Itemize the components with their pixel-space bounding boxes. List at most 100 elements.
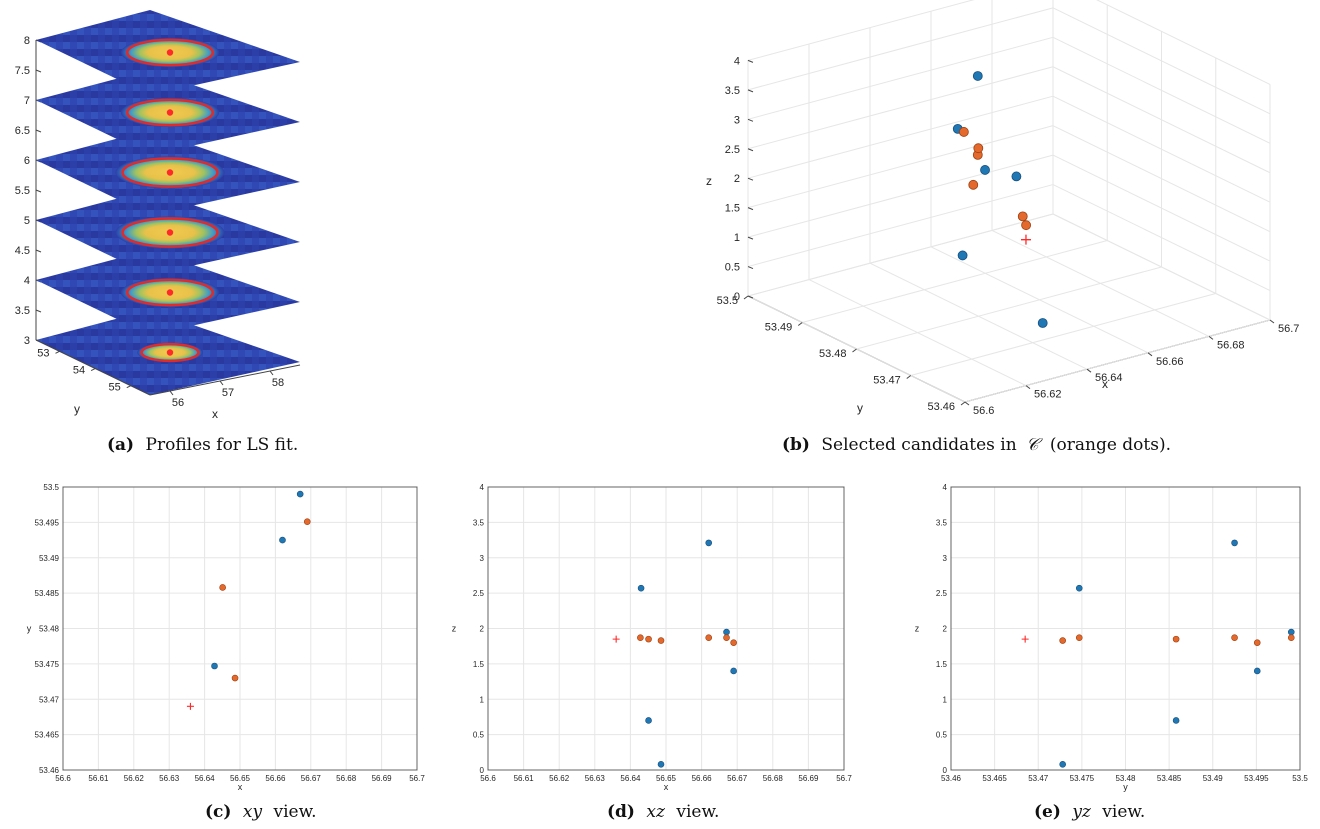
panel-b-3d-scatter: 00.511.522.533.54 53.4653.4753.4853.4953… <box>706 0 1299 417</box>
panel-b-z-tick-mark <box>747 118 754 122</box>
panel-b-z-tick-label: 3 <box>734 114 740 126</box>
panel-a-x-tick-mark <box>269 370 274 376</box>
panel-d-x-tick-label: 56.62 <box>549 774 570 783</box>
panel-e-blue-point <box>1253 667 1261 675</box>
panel-a-slice-ring <box>126 98 214 127</box>
panel-d-orange-point <box>637 634 644 641</box>
panel-a-y-ticks: 53 54 55 <box>37 347 131 394</box>
caption-d-post: view. <box>675 802 719 822</box>
panel-c-y-tick-label: 53.485 <box>35 589 60 598</box>
panel-b-z-tick-mark <box>747 59 754 63</box>
panel-d-y-tick-label: 4 <box>480 483 485 492</box>
panel-d-y-tick-label: 3.5 <box>473 518 485 527</box>
panel-b-grid-line <box>1052 7 1271 115</box>
panel-b-z-tick-mark <box>747 207 754 211</box>
panel-c-y-tick-label: 53.475 <box>35 660 60 669</box>
panel-e-x-tick-label: 53.49 <box>1203 774 1224 783</box>
panel-b-y-tick-mark <box>852 348 857 353</box>
panel-b-grid-line <box>910 293 1216 376</box>
panel-b-blue-point <box>1011 171 1022 182</box>
panel-d-orange-point <box>723 634 730 641</box>
panel-b-blue-point <box>957 250 968 261</box>
panel-a-z-tick-label: 8 <box>24 35 30 47</box>
panel-a-z-tick-label: 3 <box>24 335 30 347</box>
panel-b-y-tick-mark <box>906 375 912 379</box>
panel-a-slices <box>36 10 300 395</box>
panel-c-y-tick-label: 53.48 <box>39 625 60 634</box>
panel-b-z-tick-mark <box>747 266 754 270</box>
panel-a-z-tick-mark <box>35 309 42 313</box>
panel-b-grid-line <box>747 0 975 61</box>
panel-d-y-tick-label: 1 <box>480 695 485 704</box>
panel-c-blue-point <box>279 536 286 544</box>
panel-a-z-tick-label: 4 <box>24 275 30 287</box>
caption-d-tag: (d) <box>607 802 635 822</box>
panel-e-x-tick-label: 53.495 <box>1244 774 1269 783</box>
panel-b-blue-point <box>980 165 990 175</box>
panel-a-y-tick-mark <box>126 385 131 389</box>
panel-b-grid-line <box>856 266 1162 350</box>
panel-b-y-label: y <box>857 401 863 415</box>
panel-e-y-tick-label: 0.5 <box>936 731 948 740</box>
panel-b-z-tick-mark <box>747 89 754 93</box>
panel-a-z-tick-mark <box>35 249 42 253</box>
panel-a-slice-center <box>166 169 174 176</box>
panel-d-x-tick-label: 56.69 <box>798 774 819 783</box>
panel-e-orange-point <box>1075 634 1083 641</box>
panel-e-x-tick-label: 53.465 <box>982 774 1007 783</box>
panel-b-z-tick-label: 2 <box>734 173 740 185</box>
panel-e-blue-point <box>1231 539 1238 547</box>
panel-c-y-tick-label: 53.495 <box>35 518 60 527</box>
panel-a-slice-center <box>166 109 174 116</box>
panel-b-x-label: x <box>1102 377 1108 391</box>
panel-a-slice-ring <box>121 217 219 248</box>
caption-e: (e) yz view. <box>1034 802 1145 822</box>
panel-d-blue-point <box>645 717 652 724</box>
panel-e-orange-point <box>1253 639 1261 646</box>
panel-b-z-tick-label: 3.5 <box>725 85 740 97</box>
panel-b-grid-line <box>747 184 1054 268</box>
panel-b-grid-line <box>1052 184 1271 291</box>
panel-d-frame <box>487 486 845 771</box>
panel-c-y-tick-label: 53.47 <box>39 695 60 704</box>
panel-b-orange-point <box>1017 211 1028 222</box>
panel-b-grid-line <box>1052 213 1271 321</box>
panel-a-slice-center <box>166 49 174 56</box>
panel-b-y-tick-label: 53.46 <box>927 401 955 413</box>
panel-d-blue-point <box>657 761 665 768</box>
panel-c-blue-point <box>211 662 218 670</box>
panel-b-grid-line <box>747 7 1054 91</box>
panel-e-x-tick-label: 53.475 <box>1070 774 1095 783</box>
panel-b-z-tick-label: 0 <box>734 291 740 303</box>
caption-d-var: xz <box>646 802 666 822</box>
panel-b-z-tick-label: 2.5 <box>725 144 740 156</box>
panel-c-orange-point <box>231 674 239 682</box>
panel-c-x-tick-label: 56.61 <box>88 774 109 783</box>
panel-c-orange-point <box>303 518 311 525</box>
panel-b-z-ticks: 0 0.5 1 1.5 2 2.5 3 3.5 4 <box>725 55 754 303</box>
panel-b-z-tick-label: 1.5 <box>725 203 740 215</box>
panel-e-blue-point <box>1075 584 1083 592</box>
panel-e-x-tick-label: 53.48 <box>1115 774 1136 783</box>
caption-b-pre: Selected candidates in <box>821 435 1016 455</box>
panel-a-slice-center <box>166 349 174 356</box>
panel-b-red-cross <box>1020 234 1031 245</box>
panel-b-x-tick-label: 56.68 <box>1217 339 1245 351</box>
panel-b-grid-line <box>802 240 1108 323</box>
panel-e-y-tick-label: 0 <box>943 766 948 775</box>
panel-b-x-ticks: 56.6 56.62 56.64 56.66 56.68 56.7 <box>964 319 1299 417</box>
panel-d-x-tick-label: 56.67 <box>727 774 748 783</box>
panel-a-y-tick-mark <box>55 350 60 354</box>
panel-b-grid-line <box>747 154 1054 238</box>
panel-b-grid-line <box>1052 66 1271 174</box>
panel-d-x-tick-label: 56.6 <box>480 774 496 783</box>
panel-b-grid-line <box>1052 154 1271 262</box>
panel-b-x-tick-label: 56.7 <box>1278 323 1299 335</box>
panel-d-x-tick-label: 56.63 <box>585 774 606 783</box>
panel-a-slice-center <box>166 229 174 236</box>
panel-a-z-tick-mark <box>35 69 42 73</box>
panel-b-z-tick-label: 0.5 <box>725 262 740 274</box>
panel-c-x-tick-label: 56.6 <box>55 774 71 783</box>
panel-b-x-tick-label: 56.64 <box>1095 372 1123 384</box>
